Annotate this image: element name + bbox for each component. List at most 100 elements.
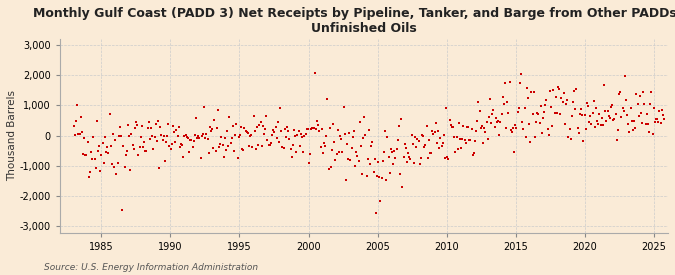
Point	[215, 141, 225, 146]
Point	[506, 128, 516, 133]
Point	[126, 132, 137, 136]
Point	[569, 89, 580, 93]
Point	[634, 94, 645, 98]
Point	[540, 103, 551, 107]
Point	[600, 108, 611, 113]
Point	[477, 124, 487, 128]
Point	[231, 122, 242, 126]
Point	[644, 130, 655, 134]
Point	[577, 113, 588, 117]
Point	[612, 128, 623, 132]
Point	[543, 133, 554, 137]
Point	[591, 106, 601, 111]
Point	[216, 135, 227, 139]
Point	[115, 125, 126, 129]
Point	[97, 141, 108, 145]
Point	[542, 126, 553, 131]
Point	[385, 147, 396, 151]
Point	[218, 155, 229, 160]
Point	[599, 83, 610, 87]
Point	[310, 126, 321, 131]
Point	[328, 122, 339, 127]
Point	[607, 102, 618, 107]
Point	[636, 111, 647, 115]
Point	[265, 143, 275, 147]
Point	[185, 138, 196, 143]
Point	[626, 118, 637, 123]
Point	[292, 133, 303, 137]
Point	[286, 155, 297, 160]
Point	[146, 134, 157, 139]
Point	[110, 138, 121, 142]
Point	[387, 150, 398, 154]
Point	[322, 97, 333, 101]
Point	[614, 92, 624, 96]
Point	[313, 123, 323, 127]
Point	[130, 126, 140, 130]
Point	[541, 98, 552, 103]
Point	[377, 159, 388, 163]
Point	[159, 159, 170, 164]
Point	[203, 151, 214, 155]
Point	[562, 98, 572, 103]
Point	[454, 121, 464, 125]
Point	[248, 114, 259, 118]
Point	[459, 138, 470, 142]
Point	[201, 132, 212, 136]
Point	[514, 81, 525, 86]
Point	[192, 135, 202, 140]
Point	[76, 115, 86, 119]
Point	[649, 120, 660, 124]
Point	[480, 130, 491, 134]
Point	[112, 160, 123, 165]
Point	[489, 125, 500, 129]
Point	[413, 139, 424, 143]
Point	[263, 142, 274, 147]
Point	[118, 144, 129, 148]
Point	[364, 128, 375, 132]
Point	[512, 110, 523, 114]
Point	[475, 109, 485, 114]
Point	[237, 147, 248, 152]
Point	[300, 132, 311, 136]
Point	[374, 175, 385, 179]
Point	[597, 116, 608, 120]
Point	[367, 140, 378, 145]
Point	[223, 144, 234, 148]
Point	[482, 137, 493, 142]
Point	[553, 85, 564, 89]
Point	[651, 117, 661, 121]
Point	[350, 163, 360, 168]
Point	[398, 155, 409, 160]
Point	[373, 160, 383, 164]
Point	[299, 134, 310, 138]
Point	[439, 133, 450, 137]
Point	[141, 149, 152, 154]
Point	[571, 87, 582, 91]
Point	[302, 126, 313, 131]
Point	[581, 101, 592, 105]
Point	[530, 135, 541, 139]
Point	[381, 177, 392, 182]
Point	[238, 147, 248, 152]
Point	[154, 166, 165, 170]
Point	[623, 122, 634, 127]
Point	[304, 161, 315, 165]
Point	[213, 108, 223, 112]
Point	[478, 140, 489, 145]
Point	[609, 117, 620, 121]
Point	[283, 129, 294, 133]
Point	[356, 172, 367, 176]
Point	[628, 119, 639, 123]
Point	[149, 135, 160, 140]
Point	[470, 139, 481, 143]
Point	[392, 147, 402, 152]
Point	[161, 140, 171, 144]
Point	[269, 130, 280, 134]
Point	[382, 135, 393, 140]
Point	[276, 129, 287, 133]
Point	[518, 126, 529, 131]
Point	[447, 125, 458, 129]
Point	[400, 142, 410, 146]
Point	[550, 94, 561, 99]
